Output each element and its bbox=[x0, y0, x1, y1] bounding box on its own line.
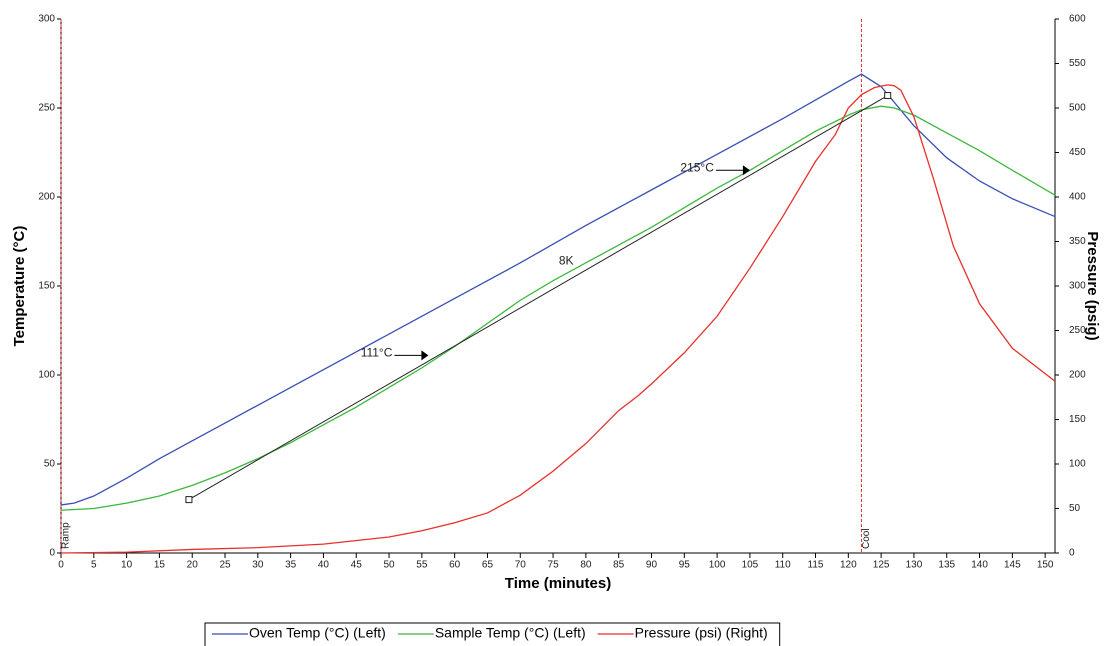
legend-label: Sample Temp (°C) (Left) bbox=[435, 625, 586, 641]
y-tick-label: 200 bbox=[38, 192, 55, 203]
x-tick-label: 120 bbox=[840, 560, 857, 571]
x-tick-label: 135 bbox=[938, 560, 955, 571]
x-tick-label: 55 bbox=[416, 560, 428, 571]
y-axis-title: Temperature (°C) bbox=[11, 226, 28, 347]
y-tick-label: 50 bbox=[44, 459, 56, 470]
annotation-text: 8K bbox=[559, 253, 574, 267]
x-tick-label: 110 bbox=[775, 560, 791, 571]
legend-box bbox=[204, 622, 781, 646]
y2-tick-label: 550 bbox=[1069, 58, 1086, 69]
x-tick-label: 0 bbox=[58, 560, 64, 571]
x-tick-label: 130 bbox=[906, 560, 923, 571]
x-tick-label: 125 bbox=[873, 560, 890, 571]
y-tick-label: 100 bbox=[38, 370, 55, 381]
y2-tick-label: 200 bbox=[1069, 370, 1086, 381]
x-tick-label: 70 bbox=[515, 560, 527, 571]
x-tick-label: 30 bbox=[252, 560, 264, 571]
y2-tick-label: 600 bbox=[1069, 14, 1086, 25]
y-tick-label: 0 bbox=[49, 548, 55, 559]
x-tick-label: 145 bbox=[1004, 560, 1021, 571]
annotation-arrowhead bbox=[742, 165, 750, 176]
x-tick-label: 150 bbox=[1037, 560, 1054, 571]
annotation-arrowhead bbox=[421, 350, 429, 361]
x-tick-label: 105 bbox=[742, 560, 759, 571]
x-tick-label: 140 bbox=[971, 560, 988, 571]
y-tick-label: 300 bbox=[38, 14, 55, 25]
x-tick-label: 60 bbox=[449, 560, 461, 571]
annotation-text: 215°C bbox=[680, 160, 714, 174]
y2-tick-label: 150 bbox=[1069, 414, 1086, 425]
x-tick-label: 90 bbox=[646, 560, 658, 571]
series-line bbox=[60, 105, 1056, 511]
x-tick-label: 115 bbox=[808, 560, 824, 571]
x-tick-label: 10 bbox=[121, 560, 133, 571]
y-tick-label: 250 bbox=[38, 103, 55, 114]
x-tick-label: 15 bbox=[154, 560, 166, 571]
x-tick-label: 20 bbox=[187, 560, 199, 571]
x-axis-title: Time (minutes) bbox=[505, 575, 611, 592]
y2-tick-label: 300 bbox=[1069, 281, 1086, 292]
x-tick-label: 75 bbox=[548, 560, 560, 571]
fit-marker bbox=[185, 496, 193, 504]
legend: Oven Temp (°C) (Left) Sample Temp (°C) (L… bbox=[204, 622, 781, 646]
y-tick-label: 150 bbox=[38, 281, 55, 292]
x-tick-label: 5 bbox=[91, 560, 97, 571]
x-tick-label: 35 bbox=[285, 560, 297, 571]
x-tick-label: 40 bbox=[318, 560, 330, 571]
series-line bbox=[60, 73, 1056, 506]
y2-tick-label: 350 bbox=[1069, 236, 1086, 247]
legend-label: Oven Temp (°C) (Left) bbox=[249, 625, 386, 641]
y2-tick-label: 450 bbox=[1069, 147, 1086, 158]
event-label: Cool bbox=[861, 528, 872, 549]
y2-tick-label: 250 bbox=[1069, 325, 1086, 336]
x-tick-label: 50 bbox=[383, 560, 395, 571]
x-tick-label: 100 bbox=[709, 560, 726, 571]
x-tick-label: 45 bbox=[351, 560, 363, 571]
fit-line bbox=[188, 95, 888, 501]
series-line bbox=[60, 84, 1056, 554]
x-tick-label: 80 bbox=[580, 560, 592, 571]
x-tick-label: 65 bbox=[482, 560, 494, 571]
event-label: Ramp bbox=[61, 522, 72, 549]
x-tick-label: 85 bbox=[613, 560, 625, 571]
annotation-text: 111°C bbox=[361, 346, 393, 360]
y2-axis-title: Pressure (psig) bbox=[1084, 231, 1101, 340]
x-tick-label: 25 bbox=[219, 560, 231, 571]
y2-tick-label: 100 bbox=[1069, 459, 1086, 470]
fit-marker bbox=[884, 92, 892, 100]
y2-tick-label: 400 bbox=[1069, 192, 1086, 203]
legend-label: Pressure (psi) (Right) bbox=[635, 625, 768, 641]
x-tick-label: 95 bbox=[679, 560, 691, 571]
y2-tick-label: 50 bbox=[1069, 503, 1081, 514]
y2-tick-label: 500 bbox=[1069, 103, 1086, 114]
y2-tick-label: 0 bbox=[1069, 548, 1075, 559]
